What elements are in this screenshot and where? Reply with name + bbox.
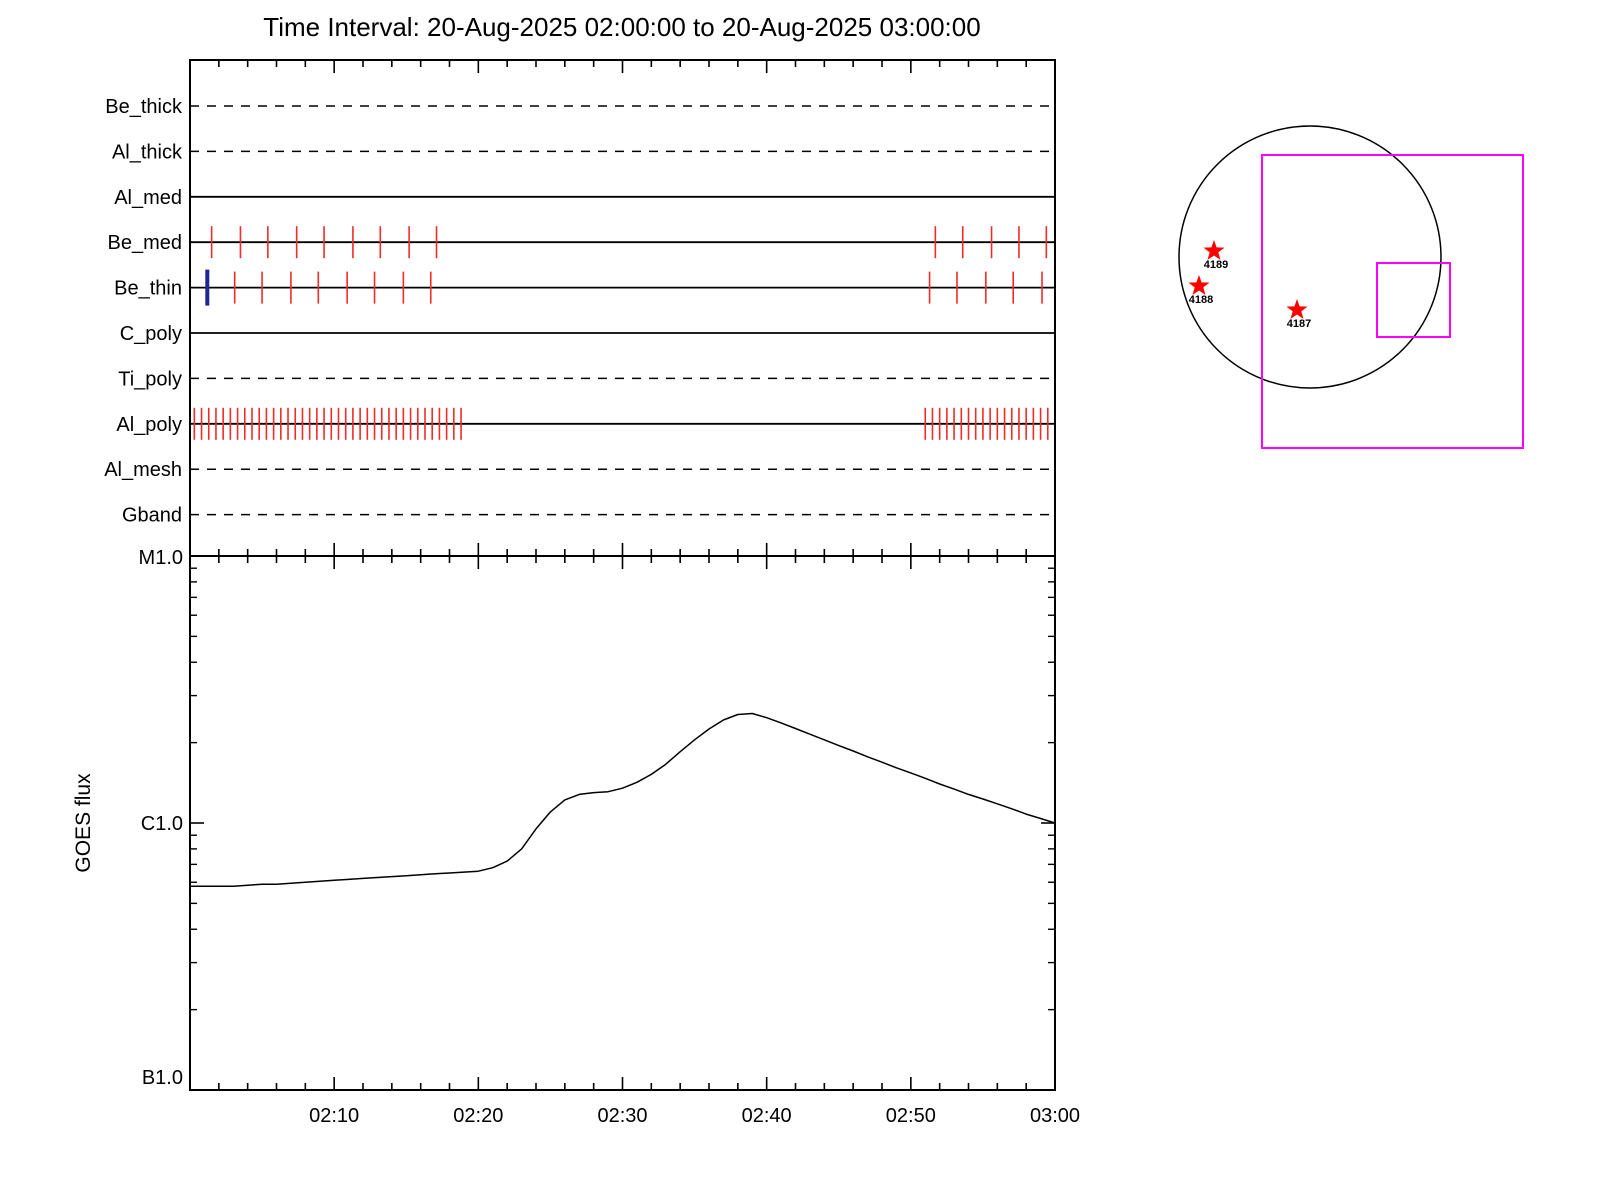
active-region-label: 4187 <box>1287 318 1311 330</box>
time-tick-label: 02:10 <box>309 1105 359 1127</box>
filter-label-be_thick: Be_thick <box>105 96 183 118</box>
figure-title: Time Interval: 20-Aug-2025 02:00:00 to 2… <box>263 12 980 42</box>
time-tick-label: 02:30 <box>597 1105 647 1127</box>
flux-tick-label: C1.0 <box>141 813 183 835</box>
active-region-star <box>1286 299 1308 319</box>
filter-label-al_med: Al_med <box>114 187 182 209</box>
active-region-label: 4189 <box>1204 259 1228 271</box>
filter-label-al_thick: Al_thick <box>112 141 183 163</box>
active-region-star <box>1188 275 1210 295</box>
time-tick-label: 02:50 <box>886 1105 936 1127</box>
solar-limb <box>1178 125 1442 389</box>
flux-tick-label: B1.0 <box>142 1067 183 1089</box>
goes-panel-border <box>189 555 1056 1091</box>
fov-box <box>1376 262 1451 338</box>
timeline-panel-border <box>189 59 1056 557</box>
goes-flux-curve <box>190 712 1056 887</box>
filter-label-al_poly: Al_poly <box>116 414 182 436</box>
filter-label-ti_poly: Ti_poly <box>118 368 182 390</box>
goes-flux-axis-title: GOES flux <box>72 773 95 873</box>
fov-box <box>1261 154 1524 449</box>
time-tick-label: 02:40 <box>742 1105 792 1127</box>
filter-label-al_mesh: Al_mesh <box>104 459 182 481</box>
active-region-label: 4188 <box>1189 294 1213 306</box>
flux-tick-label: M1.0 <box>139 547 183 569</box>
goes-flux-panel: M1.0 C1.0 B1.0 GOES flux 02:10 02:20 02:30 02:4… <box>72 547 1080 1127</box>
filter-label-gband: Gband <box>122 505 182 527</box>
filter-timeline-panel: Be_thick Al_thick Al_med Be_med Be_thin C_pol… <box>104 59 1056 569</box>
solar-disk-map: 4189 4188 4187 <box>1178 125 1524 449</box>
filter-label-be_thin: Be_thin <box>114 278 182 300</box>
filter-label-c_poly: C_poly <box>120 323 182 345</box>
time-tick-label: 02:20 <box>453 1105 503 1127</box>
filter-label-be_med: Be_med <box>108 232 183 254</box>
active-region-star <box>1203 240 1225 260</box>
time-tick-label: 03:00 <box>1030 1105 1080 1127</box>
